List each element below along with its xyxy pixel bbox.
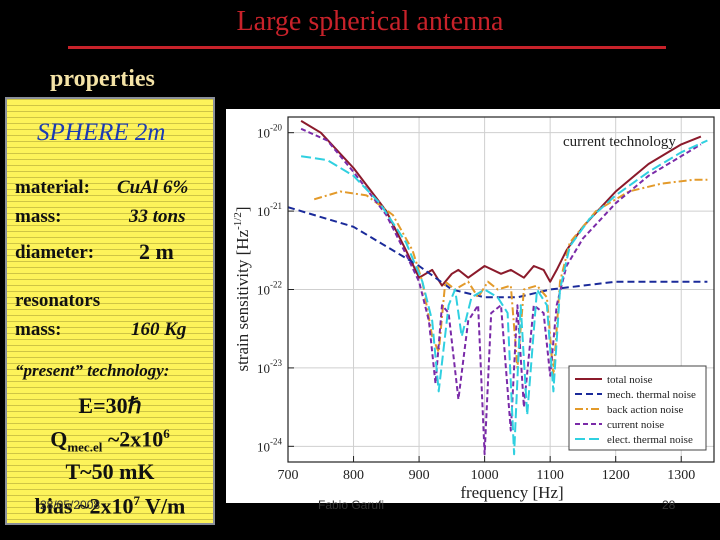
material-label: material: (15, 177, 90, 198)
chart-ticks: 700 800 900 1000 1100 1200 130010-2010-2110-22… (257, 123, 695, 483)
q-subscript: mec.el (67, 439, 103, 455)
series-line-elect (300, 139, 708, 456)
legend-label-backaction: back action noise (607, 404, 683, 416)
temperature-value: T~50 mK (65, 459, 155, 484)
y-tick-exponent: -23 (270, 358, 282, 368)
y-tick-base: 10 (257, 126, 270, 141)
y-tick-label: 10-23 (257, 358, 282, 376)
title-rule (68, 46, 666, 49)
bias-value: bias ~2x107 V/m (7, 493, 213, 519)
chart-series (288, 120, 708, 456)
legend-items: total noise mech. thermal noise back actio… (575, 374, 696, 446)
footer-page: 28 (662, 498, 676, 512)
y-tick-base: 10 (257, 361, 270, 376)
footer-date: 28/05/2008 (40, 498, 101, 512)
mass-label: mass: (15, 206, 62, 227)
y-tick-exponent: -21 (270, 201, 282, 211)
series-line-mech (288, 206, 708, 299)
q-prefix: Q (50, 426, 68, 452)
y-axis-label-main: strain sensitivity [Hz (233, 229, 252, 371)
y-tick-base: 10 (257, 439, 270, 454)
y-tick-label: 10-24 (257, 436, 282, 454)
properties-panel: SPHERE 2m material: CuAl 6% mass: 33 ton… (5, 97, 215, 525)
diameter-label: diameter: (15, 242, 95, 263)
q-value: ~2x10 (102, 426, 164, 452)
x-tick-label: 1000 (471, 468, 499, 483)
energy-value: E=30ℏ (78, 393, 142, 418)
q-exponent: 6 (163, 426, 170, 441)
y-tick-base: 10 (257, 204, 270, 219)
section-heading: properties (50, 66, 155, 92)
noise-chart: 700 800 900 1000 1100 1200 130010-2010-2110-22… (226, 109, 720, 503)
x-tick-label: 800 (343, 468, 364, 483)
series-line-current (300, 127, 702, 456)
legend-label-current: current noise (607, 419, 664, 431)
y-axis-label-end: ] (233, 206, 252, 212)
q-factor: Qmec.el ~2x106 (7, 426, 213, 456)
y-tick-exponent: -24 (270, 436, 282, 446)
x-tick-label: 1200 (602, 468, 630, 483)
technology-label: “present” technology: (15, 361, 170, 380)
y-tick-label: 10-21 (257, 201, 282, 219)
x-tick-label: 900 (409, 468, 430, 483)
y-tick-exponent: -22 (270, 280, 282, 290)
x-axis-label: frequency [Hz] (460, 483, 563, 502)
y-tick-label: 10-22 (257, 280, 282, 298)
y-tick-exponent: -20 (270, 123, 282, 133)
chart-legend: total noise mech. thermal noise back actio… (568, 365, 707, 451)
resonator-mass-label: mass: (15, 319, 62, 340)
chart-annotation: current technology (563, 134, 676, 150)
y-axis-label-exp: -1/2 (232, 212, 244, 230)
y-axis-label: strain sensitivity [Hz-1/2] (232, 206, 252, 371)
y-tick-base: 10 (257, 283, 270, 298)
x-tick-label: 1100 (536, 468, 563, 483)
material-value: CuAl 6% (117, 177, 189, 198)
legend-label-mech: mech. thermal noise (607, 389, 696, 401)
footer-author: Fabio Garufi (318, 498, 385, 512)
y-tick-label: 10-20 (257, 123, 282, 141)
x-tick-label: 1300 (667, 468, 695, 483)
bias-unit: V/m (139, 493, 186, 519)
mass-value: 33 tons (129, 206, 186, 227)
x-tick-label: 700 (278, 468, 299, 483)
bias-prefix: bias ~2x10 (34, 493, 134, 519)
diameter-value: 2 m (139, 239, 174, 264)
resonators-label: resonators (15, 290, 101, 311)
bias-exponent: 7 (133, 493, 140, 508)
slide-title: Large spherical antenna (236, 6, 504, 37)
legend-label-total: total noise (607, 374, 653, 386)
legend-label-elect: elect. thermal noise (607, 434, 693, 446)
series-line-backaction (313, 178, 708, 377)
resonator-mass-value: 160 Kg (131, 319, 187, 340)
sphere-heading: SPHERE 2m (37, 119, 166, 146)
